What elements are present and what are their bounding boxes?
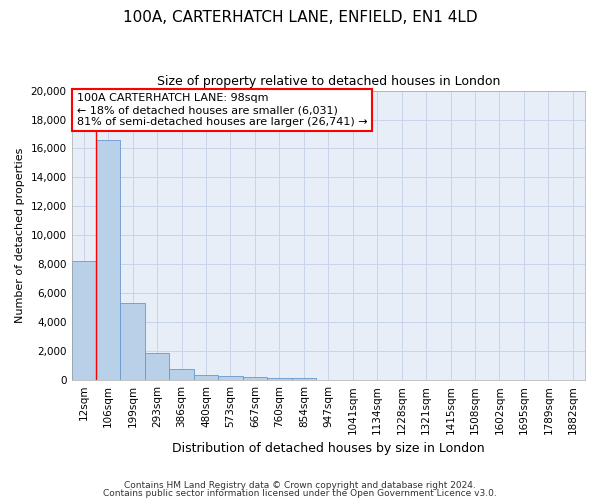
Bar — [292, 378, 316, 380]
Bar — [71, 262, 96, 380]
Bar — [267, 378, 292, 380]
X-axis label: Distribution of detached houses by size in London: Distribution of detached houses by size … — [172, 442, 485, 455]
Bar — [121, 304, 145, 380]
Text: Contains HM Land Registry data © Crown copyright and database right 2024.: Contains HM Land Registry data © Crown c… — [124, 481, 476, 490]
Text: 100A, CARTERHATCH LANE, ENFIELD, EN1 4LD: 100A, CARTERHATCH LANE, ENFIELD, EN1 4LD — [122, 10, 478, 25]
Bar — [169, 369, 194, 380]
Bar — [218, 376, 242, 380]
Bar — [242, 377, 267, 380]
Y-axis label: Number of detached properties: Number of detached properties — [15, 148, 25, 323]
Bar — [194, 375, 218, 380]
Bar — [96, 140, 121, 380]
Text: Contains public sector information licensed under the Open Government Licence v3: Contains public sector information licen… — [103, 488, 497, 498]
Bar — [145, 354, 169, 380]
Title: Size of property relative to detached houses in London: Size of property relative to detached ho… — [157, 75, 500, 88]
Text: 100A CARTERHATCH LANE: 98sqm
← 18% of detached houses are smaller (6,031)
81% of: 100A CARTERHATCH LANE: 98sqm ← 18% of de… — [77, 94, 367, 126]
